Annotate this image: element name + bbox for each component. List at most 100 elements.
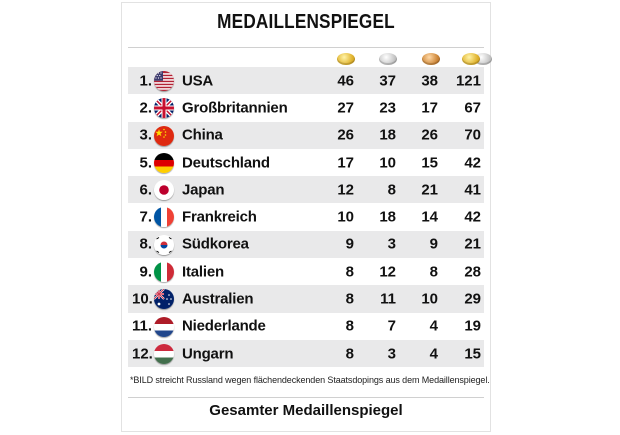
country-name: Japan	[182, 181, 225, 199]
rank-cell: 1.	[139, 72, 152, 90]
gold-count: 12	[337, 181, 354, 199]
france-flag-icon	[154, 207, 174, 228]
table-row: 1. USA 46 37 38 121	[128, 67, 484, 95]
hungary-flag-icon	[154, 343, 174, 364]
total-count: 67	[464, 99, 481, 117]
silver-count: 18	[379, 208, 396, 226]
medal-table-panel: MEDAILLENSPIEGEL 1. USA 46 37 38 121 2. Großbri…	[121, 2, 492, 432]
total-count: 121	[455, 72, 481, 90]
rank-cell: 9.	[139, 263, 152, 281]
gold-count: 9	[345, 235, 354, 253]
bronze-count: 14	[421, 208, 438, 226]
rank-cell: 6.	[139, 181, 152, 199]
rank-cell: 3.	[139, 126, 152, 144]
country-name: China	[182, 126, 223, 144]
silver-count: 8	[387, 181, 396, 199]
silver-count: 23	[379, 99, 396, 117]
gold-count: 27	[337, 99, 354, 117]
total-count: 29	[464, 290, 481, 308]
bronze-count: 4	[429, 345, 438, 363]
country-name: Deutschland	[182, 154, 270, 172]
table-row: 11. Niederlande 8 7 4 19	[128, 313, 484, 340]
silver-medal-icon	[379, 53, 397, 65]
silver-count: 7	[387, 317, 396, 335]
table-row: 6. Japan 12 8 21 41	[128, 176, 484, 204]
footnote: *BILD streicht Russland wegen flächendec…	[130, 375, 490, 385]
bronze-count: 26	[421, 126, 438, 144]
rank-cell: 10.	[132, 290, 153, 308]
total-count: 70	[464, 126, 481, 144]
australia-flag-icon	[154, 289, 174, 310]
rank-cell: 7.	[139, 208, 152, 226]
table-row: 7. Frankreich 10 18 14 42	[128, 203, 484, 230]
medal-header	[122, 53, 492, 69]
table-row: 2. Großbritannien 27 23 17 67	[128, 94, 484, 121]
bronze-count: 21	[421, 181, 438, 199]
total-count: 42	[464, 154, 481, 172]
total-count: 21	[464, 235, 481, 253]
medal-table: 1. USA 46 37 38 121 2. Großbritannien 27 23 17 67 3.…	[128, 67, 484, 368]
bronze-count: 9	[429, 235, 438, 253]
rank-cell: 12.	[132, 345, 153, 363]
gold-count: 8	[345, 317, 354, 335]
japan-flag-icon	[154, 180, 174, 201]
country-name: Großbritannien	[182, 99, 288, 117]
table-row: 3. China 26 18 26 70	[128, 121, 484, 149]
rank-cell: 5.	[139, 154, 152, 172]
gold-count: 8	[345, 290, 354, 308]
south-korea-flag-icon	[154, 234, 174, 255]
bronze-count: 17	[421, 99, 438, 117]
silver-count: 10	[379, 154, 396, 172]
rank-cell: 2.	[139, 99, 152, 117]
rank-cell: 8.	[139, 235, 152, 253]
country-name: Italien	[182, 263, 224, 281]
total-count: 41	[464, 181, 481, 199]
netherlands-flag-icon	[154, 316, 174, 337]
table-row: 5. Deutschland 17 10 15 42	[128, 149, 484, 176]
country-name: Ungarn	[182, 345, 234, 363]
germany-flag-icon	[154, 152, 174, 173]
china-flag-icon	[154, 125, 174, 146]
italy-flag-icon	[154, 262, 174, 283]
bronze-count: 10	[421, 290, 438, 308]
rank-cell: 11.	[132, 317, 153, 335]
gold-count: 17	[337, 154, 354, 172]
full-medal-table-link[interactable]: Gesamter Medaillenspiegel	[209, 402, 403, 419]
title-divider	[128, 47, 484, 48]
page-title: MEDAILLENSPIEGEL	[217, 11, 395, 33]
total-count: 42	[464, 208, 481, 226]
total-count: 19	[464, 317, 481, 335]
gold-count: 26	[337, 126, 354, 144]
country-name: Südkorea	[182, 235, 249, 253]
gold-medal-icon	[337, 53, 355, 65]
silver-count: 3	[387, 235, 396, 253]
gold-count: 8	[345, 345, 354, 363]
country-name: Frankreich	[182, 208, 257, 226]
bronze-count: 38	[421, 72, 438, 90]
bronze-count: 15	[421, 154, 438, 172]
bronze-count: 8	[429, 263, 438, 281]
table-row: 12. Ungarn 8 3 4 15	[128, 339, 484, 368]
country-name: Australien	[182, 290, 254, 308]
bronze-count: 4	[429, 317, 438, 335]
country-name: Niederlande	[182, 317, 266, 335]
total-count: 15	[464, 345, 481, 363]
footer-divider	[128, 397, 484, 398]
table-row: 8. Südkorea 9 3 9 21	[128, 230, 484, 259]
total-medals-icon-front	[462, 53, 480, 65]
silver-count: 3	[387, 345, 396, 363]
total-count: 28	[464, 263, 481, 281]
gold-count: 10	[337, 208, 354, 226]
uk-flag-icon	[154, 98, 174, 119]
usa-flag-icon	[154, 71, 174, 91]
bronze-medal-icon	[422, 53, 440, 65]
silver-count: 37	[379, 72, 396, 90]
silver-count: 12	[379, 263, 396, 281]
gold-count: 8	[345, 263, 354, 281]
table-row: 10. Australien 8 11 10 29	[128, 285, 484, 313]
gold-count: 46	[337, 72, 354, 90]
silver-count: 18	[379, 126, 396, 144]
country-name: USA	[182, 72, 214, 90]
table-row: 9. Italien 8 12 8 28	[128, 258, 484, 285]
silver-count: 11	[380, 290, 396, 308]
